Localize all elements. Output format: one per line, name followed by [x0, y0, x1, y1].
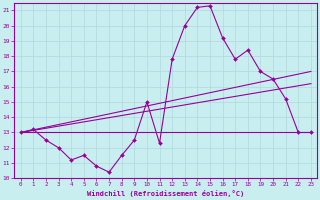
X-axis label: Windchill (Refroidissement éolien,°C): Windchill (Refroidissement éolien,°C) — [87, 190, 244, 197]
